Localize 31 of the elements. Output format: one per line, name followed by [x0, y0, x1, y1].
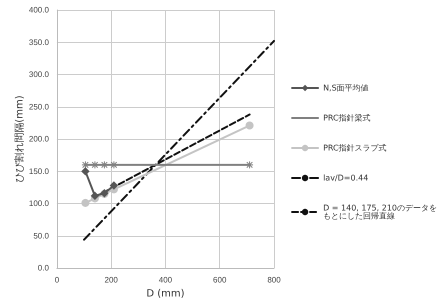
- legend-label: PRC指針スラブ式: [323, 144, 387, 152]
- y-tick-label: 150.0: [28, 166, 50, 176]
- x-tick-label: 400: [158, 276, 173, 285]
- point: [100, 160, 108, 169]
- y-tick-label: 100.0: [28, 199, 50, 208]
- point: [81, 167, 90, 176]
- x-tick-label: 0: [54, 276, 60, 285]
- x-axis-title: D (mm): [146, 288, 185, 300]
- point: [110, 160, 118, 169]
- x-tick-label: 200: [104, 276, 118, 285]
- point: [246, 160, 254, 169]
- y-tick-label: 200.0: [28, 134, 50, 144]
- y-tick-label: 300.0: [28, 70, 50, 80]
- point: [246, 122, 254, 130]
- y-tick-label: 50.0: [33, 231, 50, 240]
- legend-label: N,S面平均値: [323, 84, 369, 92]
- y-tick-label: 350.0: [28, 38, 50, 47]
- y-tick-label: 250.0: [28, 102, 50, 112]
- legend-label: lav/D=0.44: [323, 174, 368, 182]
- legend-label: PRC指針梁式: [323, 114, 371, 122]
- y-axis-title: ひび割れ間隔(mm): [13, 95, 26, 183]
- point: [110, 182, 118, 190]
- point: [81, 198, 90, 207]
- point: [81, 160, 90, 169]
- y-tick-label: 400.0: [28, 6, 50, 14]
- x-tick-label: 600: [213, 276, 227, 285]
- point: [90, 192, 99, 200]
- legend-label: D = 140, 175, 210のデータをもとにした回帰直線: [323, 204, 438, 220]
- point: [90, 160, 99, 169]
- y-tick-label: 0.0: [38, 264, 50, 273]
- x-tick-label: 800: [267, 276, 282, 285]
